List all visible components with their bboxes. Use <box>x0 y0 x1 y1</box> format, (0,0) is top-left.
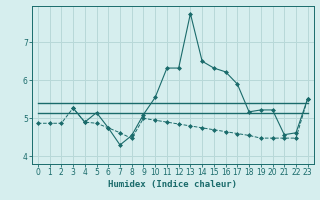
X-axis label: Humidex (Indice chaleur): Humidex (Indice chaleur) <box>108 180 237 189</box>
